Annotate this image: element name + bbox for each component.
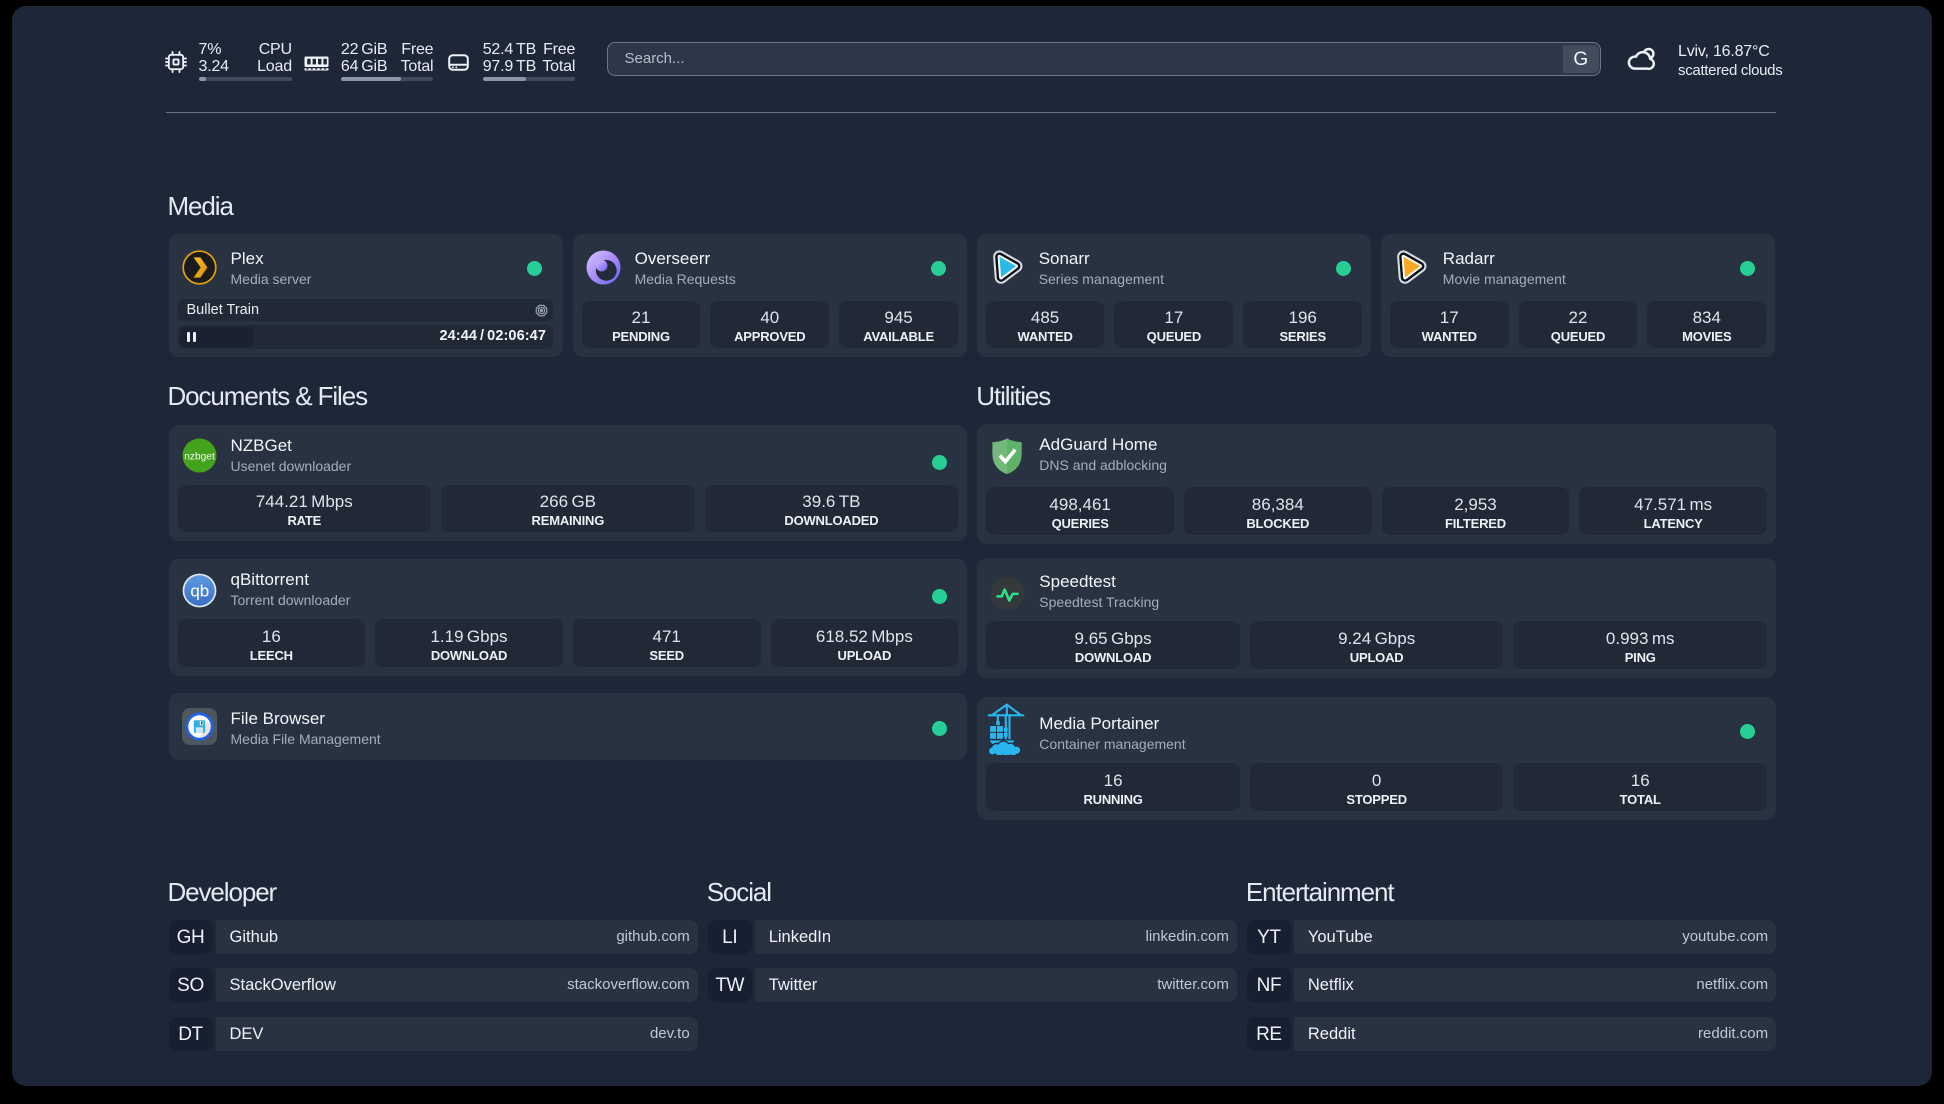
svg-text:nzbget: nzbget	[184, 452, 215, 463]
svg-text:qb: qb	[190, 581, 209, 600]
